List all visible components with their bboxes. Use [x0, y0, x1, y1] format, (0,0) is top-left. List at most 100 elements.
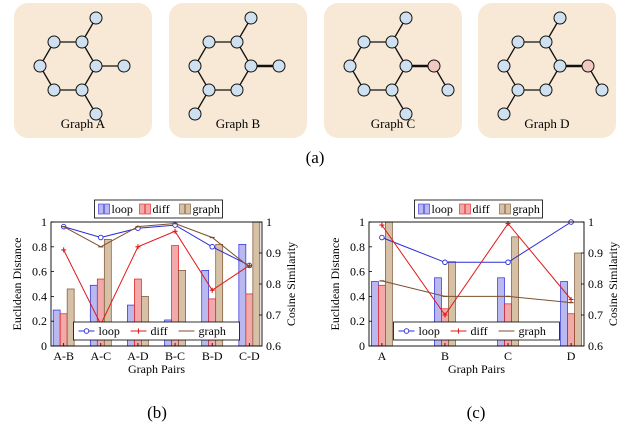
line-legend-marker	[403, 328, 410, 334]
x-tick-label: A-C	[90, 349, 111, 363]
bar-loop	[371, 281, 379, 347]
graph-node	[511, 83, 525, 97]
bar-legend-swatch	[418, 203, 424, 215]
chart-c: 0 0.2 0.4 0.6 0.8 1 0.6 0.7 0.8 0.9 1 A B C D Graph Pai…	[328, 199, 620, 422]
y-axis-label: Euclidean Distance	[10, 238, 24, 331]
bar-legend-swatch	[424, 203, 430, 215]
y-tick-label: 0.4	[350, 289, 365, 303]
graph-node	[553, 59, 567, 73]
line-legend-marker	[136, 328, 141, 334]
graph-node	[89, 11, 103, 25]
bar-legend-swatch	[505, 203, 511, 215]
point-diff	[61, 247, 67, 253]
bar-legend-swatch	[139, 203, 145, 215]
graph-node	[202, 83, 216, 97]
x-tick-label: C-D	[239, 349, 260, 363]
bar-diff	[378, 284, 386, 347]
y2-tick-label: 0.7	[266, 308, 281, 322]
graph-node	[427, 59, 441, 73]
bar-legend-swatch	[145, 203, 151, 215]
y2-tick-label: 0.8	[266, 277, 281, 291]
graph-node	[244, 59, 258, 73]
graph-node	[399, 59, 413, 73]
graph-node	[497, 107, 511, 121]
y2-tick-label: 0.6	[266, 339, 281, 353]
line-legend-marker	[456, 328, 461, 334]
y-tick-label: 0.4	[32, 289, 47, 303]
graph-node	[117, 59, 131, 73]
line-legend-box	[393, 321, 560, 341]
bar-loop	[52, 309, 61, 347]
x-tick-label: A	[378, 349, 387, 363]
graph-card-background	[169, 3, 307, 138]
y2-tick-label: 0.9	[588, 246, 603, 260]
y2-tick-label: 1	[588, 215, 594, 229]
bar-legend-swatch	[98, 203, 104, 215]
y-axis-label: Euclidean Distance	[328, 238, 342, 331]
line-diff	[63, 230, 250, 326]
bar-legend-label: diff	[153, 202, 170, 216]
graph-node	[357, 35, 371, 49]
y2-axis-label: Cosine Similarity	[284, 242, 298, 326]
bar-legend-label: loop	[112, 202, 133, 216]
graph-card: Graph D	[478, 3, 616, 138]
line-loop	[63, 224, 250, 266]
y2-tick-label: 0.9	[266, 246, 281, 260]
bar-legend-label: graph	[513, 202, 540, 216]
point-loop	[209, 244, 215, 250]
y-tick-label: 0.2	[32, 314, 47, 328]
line-legend-label: loop	[419, 324, 440, 338]
graph-node	[188, 59, 202, 73]
x-tick-label: B-C	[165, 349, 185, 363]
x-tick-label: B	[441, 349, 449, 363]
graph-node	[47, 35, 61, 49]
y-tick-label: 0.6	[350, 265, 365, 279]
graph-node	[511, 35, 525, 49]
graph-label: Graph C	[371, 116, 415, 131]
graph-card-background	[324, 3, 462, 138]
graph-node	[539, 35, 553, 49]
chart-b: 0 0.2 0.4 0.6 0.8 1 0.6 0.7 0.8 0.9 1 A-B A-C A-D B-C B…	[10, 199, 298, 422]
bar-legend-label: loop	[432, 202, 453, 216]
y-tick-label: 0	[359, 339, 365, 353]
bar-graph	[574, 252, 582, 347]
x-axis-label: Graph Pairs	[128, 362, 185, 376]
graph-node	[244, 11, 258, 25]
bar-legend-label: graph	[193, 202, 220, 216]
bar-legend-swatch	[459, 203, 465, 215]
graph-card-background	[478, 3, 616, 138]
y2-tick-label: 0.6	[588, 339, 603, 353]
line-diff	[381, 222, 572, 316]
panel-a-caption: (a)	[306, 148, 325, 167]
point-diff	[209, 287, 215, 293]
y-tick-label: 1	[41, 215, 47, 229]
line-legend-label: diff	[471, 324, 488, 338]
x-tick-label: D	[567, 349, 576, 363]
bar-legend-label: diff	[473, 202, 490, 216]
line-legend-label: graph	[519, 324, 546, 338]
bar-legend-swatch	[499, 203, 505, 215]
graph-node	[343, 59, 357, 73]
point-diff	[135, 244, 141, 250]
graph-node	[399, 107, 413, 121]
graph-node	[441, 83, 455, 97]
chart-caption: (b)	[147, 403, 167, 422]
point-loop	[98, 234, 104, 241]
graph-node	[75, 35, 89, 49]
point-loop	[442, 259, 448, 266]
graph-node	[581, 59, 595, 73]
y-tick-label: 0.6	[32, 265, 47, 279]
graph-node	[539, 83, 553, 97]
y-tick-label: 0.2	[350, 314, 365, 328]
graph-node	[385, 35, 399, 49]
graph-node	[47, 83, 61, 97]
bar-diff	[567, 313, 575, 347]
point-diff	[172, 228, 178, 234]
y-tick-label: 1	[359, 215, 365, 229]
graph-node	[497, 59, 511, 73]
y2-tick-label: 1	[266, 215, 272, 229]
graph-node	[188, 107, 202, 121]
bar-diff	[59, 313, 68, 347]
point-loop	[505, 259, 511, 266]
